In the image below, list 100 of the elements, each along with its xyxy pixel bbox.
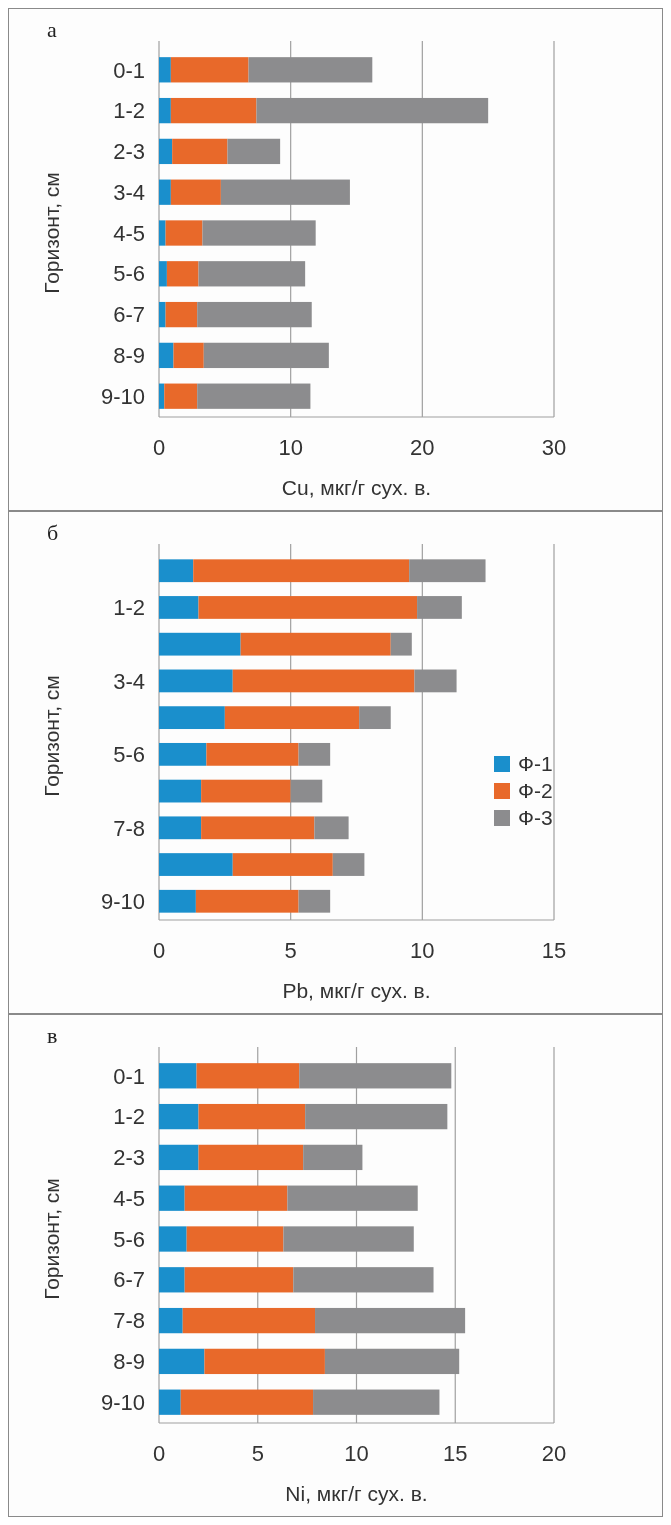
- y-tick-label: 7-8: [113, 815, 145, 841]
- bar: [159, 706, 225, 730]
- bar: [159, 1226, 187, 1252]
- bar: [202, 220, 316, 246]
- y-tick-label: 2-3: [113, 139, 145, 165]
- y-tick-label: 4-5: [113, 1185, 145, 1211]
- bar: [182, 1307, 316, 1334]
- legend-label: Ф-2: [518, 779, 553, 803]
- legend-label: Ф-1: [518, 752, 553, 776]
- bar: [198, 596, 418, 619]
- y-tick-label: 9-10: [100, 888, 145, 914]
- bar: [414, 669, 457, 693]
- bar: [159, 816, 202, 840]
- bar: [165, 301, 198, 328]
- x-tick-label: 5: [251, 1441, 264, 1466]
- bar: [390, 632, 412, 656]
- bar: [303, 1144, 363, 1171]
- y-tick-label: 1-2: [113, 595, 145, 621]
- y-tick-label: 9-10: [100, 383, 145, 409]
- bar: [159, 179, 171, 205]
- bar: [195, 889, 299, 913]
- y-tick-label: 5-6: [113, 261, 145, 287]
- bar: [287, 1185, 418, 1211]
- y-axis-title: Горизонт, см: [40, 1178, 63, 1300]
- y-tick-label: 0-1: [113, 57, 145, 83]
- bar: [159, 779, 202, 803]
- bar: [293, 1267, 434, 1293]
- bar: [417, 596, 462, 619]
- bar: [159, 1267, 185, 1293]
- bar: [224, 706, 360, 730]
- y-tick-label: 3-4: [113, 668, 145, 694]
- y-axis-title: Горизонт, см: [40, 675, 63, 797]
- y-tick-label: 3-4: [113, 179, 145, 205]
- x-tick-label: 30: [541, 435, 567, 460]
- bar: [164, 383, 198, 409]
- bar: [332, 853, 365, 876]
- bar: [204, 1348, 325, 1375]
- bar: [240, 632, 391, 656]
- bar: [165, 220, 203, 246]
- bar: [186, 1226, 284, 1252]
- bar: [220, 179, 350, 205]
- x-tick-label: 5: [284, 938, 297, 963]
- bar: [172, 138, 228, 165]
- bar: [180, 1389, 314, 1415]
- bar: [159, 220, 166, 246]
- chart-title: а: [47, 17, 57, 42]
- y-tick-label: 6-7: [113, 1267, 145, 1293]
- y-tick-label: 5-6: [113, 742, 145, 768]
- bar: [198, 1103, 306, 1130]
- bar: [197, 383, 311, 409]
- bar: [159, 1185, 185, 1211]
- bar: [159, 559, 194, 583]
- y-tick-label: 1-2: [113, 1104, 145, 1130]
- bar: [298, 889, 331, 913]
- bar: [359, 706, 391, 730]
- bar: [159, 1144, 199, 1171]
- chart-title: б: [47, 520, 59, 545]
- bar: [159, 97, 171, 124]
- bar: [256, 97, 489, 124]
- bar: [193, 559, 410, 583]
- bar: [159, 57, 171, 83]
- x-tick-label: 15: [443, 1441, 468, 1466]
- x-tick-label: 10: [344, 1441, 369, 1466]
- x-tick-label: 0: [152, 938, 166, 963]
- bar: [206, 742, 299, 766]
- x-tick-label: 20: [541, 1441, 567, 1466]
- bar: [159, 1348, 205, 1375]
- bar: [248, 57, 373, 83]
- y-tick-label: 2-3: [113, 1145, 145, 1171]
- y-axis-title: Горизонт, см: [40, 172, 63, 294]
- bar: [159, 1103, 199, 1130]
- bar: [159, 301, 166, 328]
- bar: [198, 1144, 304, 1171]
- x-tick-label: 20: [410, 435, 435, 460]
- y-tick-label: 1-2: [113, 98, 145, 124]
- bar: [184, 1267, 294, 1293]
- bar: [170, 57, 249, 83]
- bar: [170, 97, 257, 124]
- bar: [314, 816, 349, 840]
- bar: [196, 1063, 300, 1089]
- y-tick-label: 5-6: [113, 1226, 145, 1252]
- x-axis-title: Pb, мкг/г сух. в.: [282, 979, 431, 1002]
- bar: [159, 138, 173, 165]
- bar: [299, 1063, 452, 1089]
- bar: [227, 138, 281, 165]
- bar: [159, 853, 233, 876]
- bar: [305, 1103, 448, 1130]
- bar: [290, 779, 323, 803]
- bar: [201, 816, 315, 840]
- bar: [198, 261, 306, 287]
- bar: [201, 779, 291, 803]
- bar: [232, 853, 333, 876]
- x-axis-title: Cu, мкг/г сух. в.: [281, 476, 432, 499]
- bar: [159, 383, 165, 409]
- bar: [159, 1307, 183, 1334]
- bar: [159, 742, 207, 766]
- bar: [313, 1389, 440, 1415]
- y-tick-label: 4-5: [113, 220, 145, 246]
- y-tick-label: 8-9: [113, 343, 145, 369]
- bar: [324, 1348, 460, 1375]
